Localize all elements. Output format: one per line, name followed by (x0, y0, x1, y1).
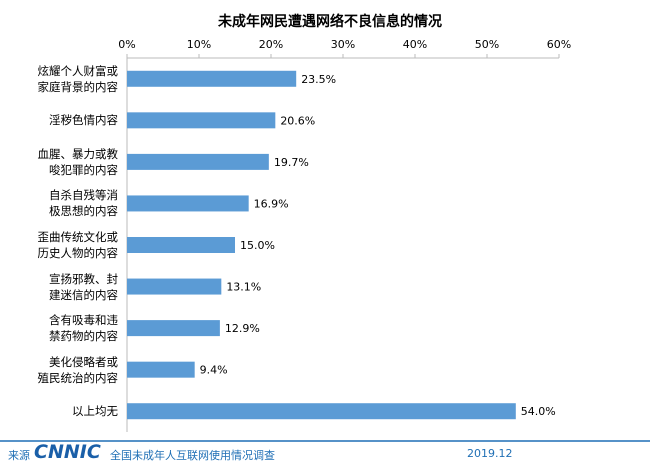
x-tick-label: 60% (547, 38, 571, 51)
footer-survey: 全国未成年人互联网使用情况调查 (110, 449, 275, 462)
value-label: 20.6% (280, 114, 315, 127)
bar (127, 320, 220, 337)
y-tick-label: 自杀自残等消 极思想的内容 (49, 188, 118, 219)
y-tick-label: 歪曲传统文化或 历史人物的内容 (37, 230, 119, 260)
bar (127, 153, 269, 170)
x-tick-label: 20% (259, 38, 283, 51)
y-tick-label: 炫耀个人财富或 家庭背景的内容 (37, 63, 119, 94)
y-tick-label: 血腥、暴力或教 唆犯罪的内容 (37, 146, 119, 177)
value-label: 9.4% (200, 364, 228, 377)
footer-date: 2019.12 (467, 447, 513, 460)
bar (127, 112, 276, 129)
y-tick-label: 以上均无 (72, 404, 118, 419)
value-label: 15.0% (240, 239, 275, 252)
value-label: 54.0% (521, 405, 556, 418)
x-tick-label: 50% (475, 38, 499, 51)
footer-source: 来源 (8, 449, 30, 462)
bar (127, 278, 222, 295)
x-tick-label: 30% (331, 38, 355, 51)
y-tick-label: 淫秽色情内容 (49, 113, 118, 128)
chart-title: 未成年网民遭遇网络不良信息的情况 (218, 13, 442, 30)
footer-logo: CNNIC (34, 441, 101, 463)
bar (127, 195, 249, 212)
bar (127, 403, 516, 420)
value-label: 13.1% (226, 281, 261, 294)
y-tick-label: 美化侵略者或 殖民统治的内容 (37, 354, 119, 385)
x-tick-label: 40% (403, 38, 427, 51)
value-label: 19.7% (274, 156, 309, 169)
x-tick-label: 0% (118, 38, 135, 51)
bar (127, 70, 297, 87)
y-tick-label: 宣扬邪教、封 建迷信的内容 (49, 271, 118, 302)
value-label: 23.5% (301, 73, 336, 86)
y-tick-label: 含有吸毒和违 禁药物的内容 (49, 313, 118, 344)
x-tick-label: 10% (187, 38, 211, 51)
value-label: 12.9% (225, 322, 260, 335)
bar (127, 361, 195, 378)
value-label: 16.9% (254, 197, 289, 210)
bar (127, 237, 235, 253)
